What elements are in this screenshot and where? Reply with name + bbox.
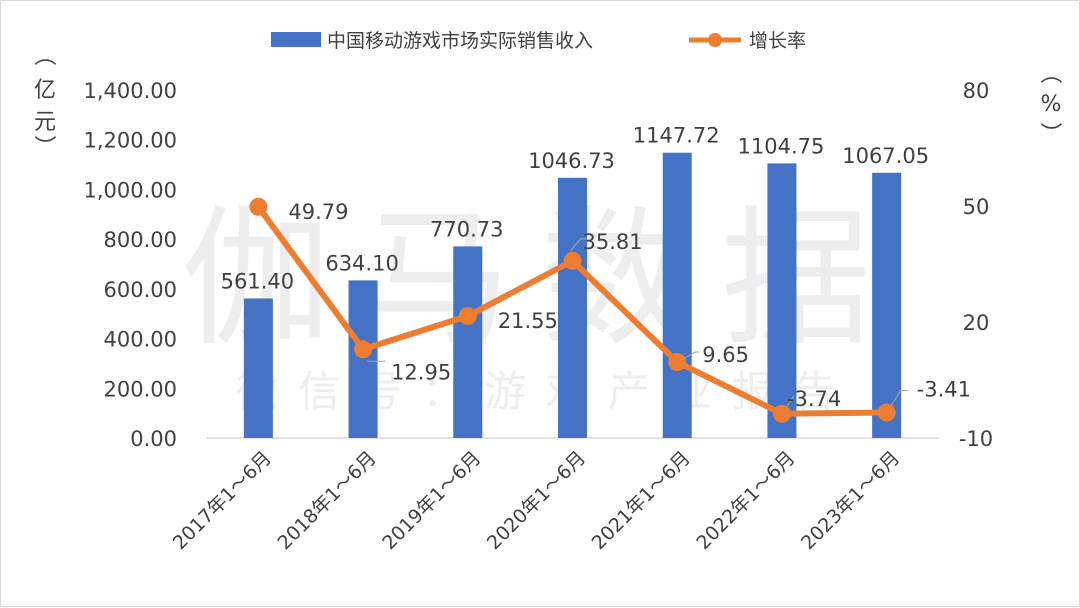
right-tick-label: 20 xyxy=(963,311,990,335)
bar-value-label: 1067.05 xyxy=(842,144,929,168)
bar xyxy=(662,152,692,438)
line-labels: 49.79 12.95 21.55 35.81 9.65 -3.74 -3.41 xyxy=(288,200,971,411)
legend-bar-swatch xyxy=(271,32,321,47)
bars xyxy=(243,152,902,439)
line-value-label: 9.65 xyxy=(702,343,749,367)
bar-value-label: 770.73 xyxy=(430,217,503,241)
left-tick-label: 1,200.00 xyxy=(83,129,177,153)
label-leader-line xyxy=(785,395,795,409)
left-unit-char: ） xyxy=(31,135,56,157)
bar xyxy=(872,172,902,439)
label-leader-line xyxy=(570,238,587,252)
bar xyxy=(767,163,797,438)
growth-line xyxy=(249,197,896,423)
legend-line-label: 增长率 xyxy=(749,30,806,52)
legend-bar-label: 中国移动游戏市场实际销售收入 xyxy=(327,30,593,52)
right-tick-label: 80 xyxy=(963,79,990,103)
left-tick-label: 400.00 xyxy=(104,328,177,352)
right-unit-char: % xyxy=(1041,92,1062,117)
right-tick-label: 50 xyxy=(963,195,990,219)
bar xyxy=(558,177,587,438)
bar-value-label: 1147.72 xyxy=(633,124,720,148)
x-tick-label: 2022年1～6月 xyxy=(692,447,799,554)
right-unit-char: （ xyxy=(1037,62,1062,84)
left-unit-char: （ xyxy=(31,44,56,66)
bar-value-label: 634.10 xyxy=(325,251,398,275)
right-unit-char: ） xyxy=(1037,122,1062,144)
line-value-label: -3.41 xyxy=(917,378,971,402)
left-tick-label: 200.00 xyxy=(104,377,177,401)
line-point xyxy=(458,307,477,326)
line-value-label: -3.74 xyxy=(787,387,841,411)
bar-value-label: 1046.73 xyxy=(528,149,615,173)
left-tick-label: 600.00 xyxy=(104,278,177,302)
left-tick-label: 1,000.00 xyxy=(83,178,177,202)
line-point xyxy=(563,251,582,270)
bar-value-label: 561.40 xyxy=(221,269,294,293)
bar xyxy=(453,246,483,438)
legend: 中国移动游戏市场实际销售收入 增长率 xyxy=(271,30,806,52)
x-tick-label: 2023年1～6月 xyxy=(797,447,904,554)
left-unit-char: 元 xyxy=(34,110,56,135)
right-tick-label: -10 xyxy=(959,427,993,451)
bar-labels: 561.40 634.10 770.73 1046.73 1147.72 1104.75 1… xyxy=(221,124,929,294)
bar xyxy=(243,298,273,438)
line-point xyxy=(668,353,687,372)
x-tick-label: 2018年1～6月 xyxy=(273,447,380,554)
line-value-label: 35.81 xyxy=(583,230,643,254)
line-point xyxy=(249,197,268,216)
right-axis-unit: （% ） xyxy=(1037,62,1062,144)
left-axis-ticks: 0.00 200.00 400.00 600.00 800.00 1,000.00 1,20… xyxy=(83,79,177,451)
line-value-label: 49.79 xyxy=(288,200,348,224)
line-point xyxy=(877,403,896,422)
left-unit-char: 亿 xyxy=(34,78,56,103)
x-tick-label: 2021年1～6月 xyxy=(588,447,695,554)
bar xyxy=(348,280,378,438)
watermark-main: 伽马数据 xyxy=(181,193,901,367)
left-tick-label: 1,400.00 xyxy=(83,79,177,103)
line-point xyxy=(772,404,791,423)
legend-line-marker xyxy=(708,33,722,47)
x-tick-label: 2017年1～6月 xyxy=(169,447,276,554)
label-leader-line xyxy=(680,351,700,361)
line-value-label: 21.55 xyxy=(498,309,558,333)
x-tick-label: 2020年1～6月 xyxy=(483,447,590,554)
x-tick-label: 2019年1～6月 xyxy=(378,447,485,554)
bar-value-label: 1104.75 xyxy=(738,134,825,158)
right-axis-ticks: -10 20 50 80 xyxy=(959,79,993,451)
line-value-label: 12.95 xyxy=(391,360,451,384)
line-point xyxy=(354,340,373,359)
x-axis-labels: 2017年1～6月2018年1～6月2019年1～6月2020年1～6月2021… xyxy=(169,447,904,554)
left-tick-label: 800.00 xyxy=(104,228,177,252)
label-leader-line xyxy=(890,390,909,407)
left-axis-unit: （ 亿元） xyxy=(31,44,56,157)
left-tick-label: 0.00 xyxy=(130,427,177,451)
watermark-sub: 微信号：游戏产业报告 xyxy=(236,367,856,416)
